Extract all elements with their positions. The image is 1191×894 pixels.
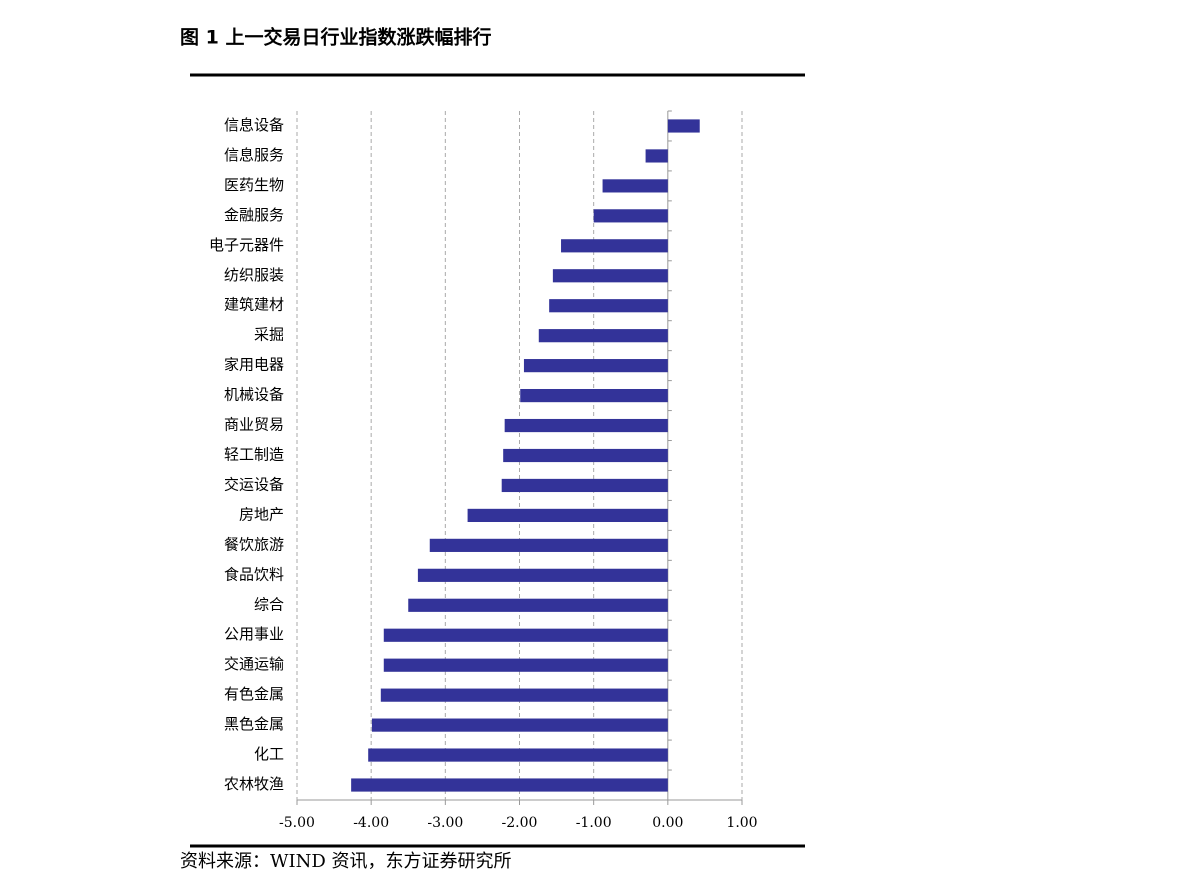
- bar: [504, 418, 668, 433]
- bar: [383, 628, 668, 642]
- y-tick-label: 信息设备: [224, 116, 284, 134]
- x-tick-label: 1.00: [726, 815, 757, 831]
- bar: [523, 359, 668, 373]
- y-tick-label: 公用事业: [224, 625, 284, 643]
- bar: [561, 239, 668, 253]
- y-tick-label: 黑色金属: [224, 715, 284, 733]
- bar: [351, 778, 668, 792]
- bar: [667, 119, 700, 133]
- y-tick-label: 综合: [254, 595, 284, 613]
- bar: [467, 508, 668, 523]
- chart-title: 图 1 上一交易日行业指数涨跌幅排行: [180, 26, 491, 49]
- bar: [501, 478, 668, 493]
- y-tick-label: 信息服务: [224, 146, 284, 164]
- bar: [520, 388, 668, 403]
- y-tick-label: 房地产: [239, 505, 284, 523]
- y-tick-label: 轻工制造: [224, 446, 284, 464]
- y-tick-label: 电子元器件: [209, 236, 284, 254]
- x-tick-label: -2.00: [502, 815, 538, 831]
- bar: [417, 568, 668, 582]
- bar: [593, 209, 668, 223]
- y-tick-label: 金融服务: [224, 206, 284, 224]
- bar: [429, 538, 668, 552]
- bar: [552, 269, 668, 283]
- source: 资料来源：WIND 资讯，东方证券研究所: [180, 851, 512, 872]
- bar: [380, 688, 668, 702]
- y-tick-label: 建筑建材: [224, 296, 284, 314]
- y-tick-label: 农林牧渔: [224, 775, 284, 793]
- y-tick-label: 交运设备: [224, 475, 284, 493]
- y-tick-label: 商业贸易: [224, 416, 284, 434]
- y-tick-label: 食品饮料: [224, 565, 284, 583]
- bar: [503, 448, 668, 463]
- y-tick-label: 有色金属: [224, 685, 284, 703]
- x-tick-label: -3.00: [427, 815, 463, 831]
- bar: [602, 179, 668, 193]
- bar: [538, 329, 668, 343]
- bar: [368, 748, 668, 762]
- y-tick-label: 化工: [254, 745, 284, 763]
- y-tick-label: 机械设备: [224, 386, 284, 404]
- y-tick-label: 交通运输: [224, 655, 284, 673]
- y-tick-label: 采掘: [254, 326, 284, 344]
- bar: [408, 598, 668, 612]
- x-tick-label: -5.00: [279, 815, 315, 831]
- bar: [645, 149, 668, 163]
- y-tick-label: 医药生物: [224, 176, 284, 194]
- y-tick-label: 纺织服装: [224, 266, 284, 284]
- x-tick-label: -4.00: [353, 815, 389, 831]
- bar: [371, 718, 668, 732]
- x-tick-label: -1.00: [576, 815, 612, 831]
- bar: [549, 299, 668, 313]
- bar: [383, 658, 668, 672]
- x-tick-label: 0.00: [652, 815, 683, 831]
- y-tick-label: 家用电器: [224, 356, 284, 374]
- y-tick-label: 餐饮旅游: [224, 535, 284, 553]
